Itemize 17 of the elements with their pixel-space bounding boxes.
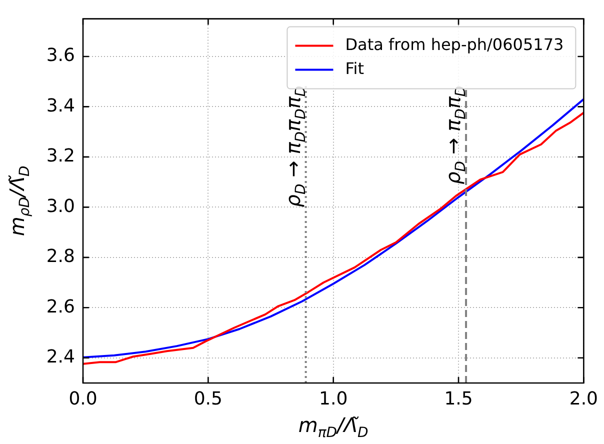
y-tick-label: 2.6 bbox=[46, 296, 75, 318]
y-tick-label: 2.8 bbox=[46, 246, 75, 268]
x-tick-label: 2.0 bbox=[569, 388, 598, 410]
y-tick-label: 2.4 bbox=[46, 346, 75, 368]
y-axis-title: mρD/Λ̃D bbox=[5, 166, 33, 236]
y-tick-label: 3.4 bbox=[46, 95, 75, 116]
ref-line-label: ρD → πDπDπD bbox=[280, 86, 309, 208]
x-tick-label: 0.5 bbox=[194, 388, 222, 410]
x-tick-label: 1.5 bbox=[444, 388, 473, 410]
legend-label: Fit bbox=[345, 58, 364, 78]
legend-label: Data from hep-ph/0605173 bbox=[345, 34, 564, 54]
x-tick-label: 1.0 bbox=[319, 388, 348, 410]
y-tick-label: 3.2 bbox=[46, 146, 75, 167]
y-tick-label: 3.0 bbox=[46, 196, 75, 217]
y-tick-label: 3.6 bbox=[46, 45, 75, 66]
ref-line-label: ρD → πDπD bbox=[441, 86, 470, 184]
x-tick-label: 0.0 bbox=[68, 388, 98, 410]
